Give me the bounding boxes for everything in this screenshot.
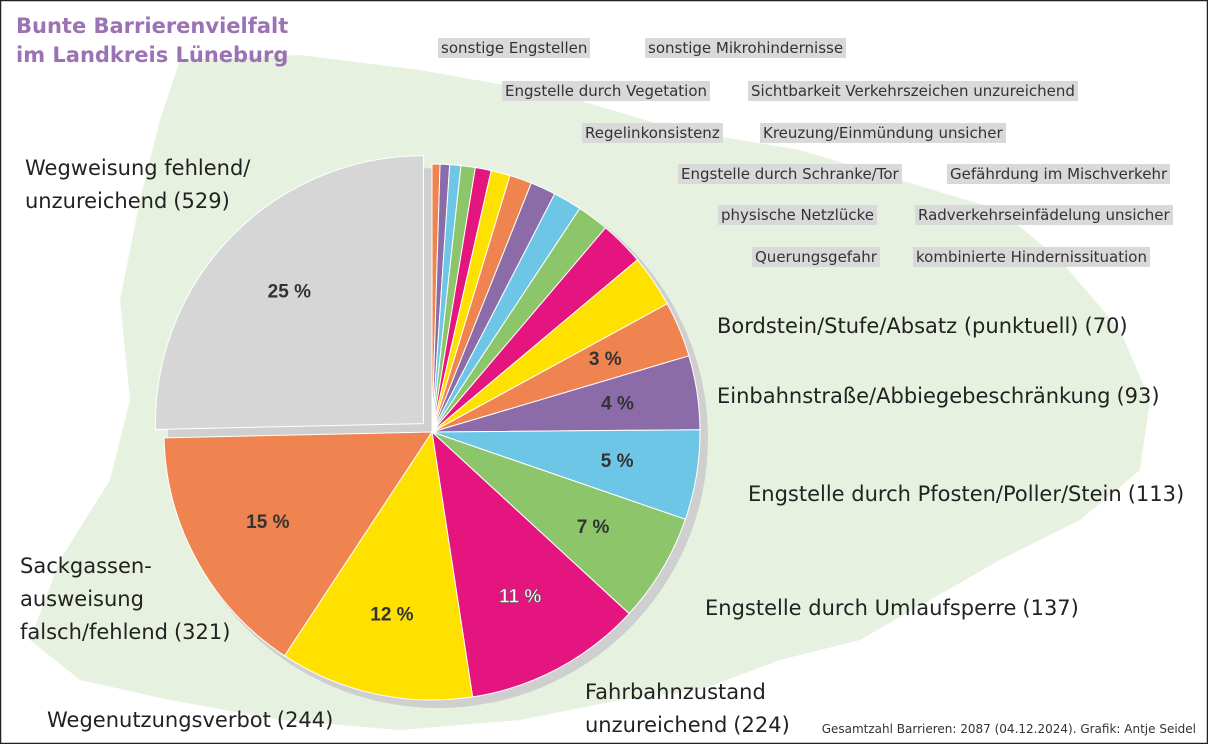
- percent-label: 7 %: [577, 517, 610, 538]
- value-label: (93): [1116, 384, 1160, 408]
- percent-label: 15 %: [246, 512, 289, 533]
- value-label: (224): [733, 713, 790, 737]
- percent-label: 12 %: [370, 604, 413, 625]
- category-label-group: Wegenutzungsverbot (244): [47, 704, 333, 737]
- category-label: Engstelle durch Pfosten/Poller/Stein: [748, 482, 1122, 506]
- category-label: physische Netzlücke: [718, 205, 877, 225]
- category-label: Wegenutzungsverbot: [47, 708, 271, 732]
- value-label: (70): [1084, 314, 1128, 338]
- chart-title: Bunte Barrierenvielfalt im Landkreis Lün…: [16, 14, 289, 67]
- category-label: Radverkehrseinfädelung unsicher: [915, 205, 1173, 225]
- percent-label: 5 %: [601, 451, 634, 472]
- category-label-group: Engstelle durch Pfosten/Poller/Stein (113…: [748, 478, 1184, 511]
- category-label: Gefährdung im Mischverkehr: [947, 164, 1171, 184]
- category-label-group: Bordstein/Stufe/Absatz (punktuell) (70): [717, 310, 1128, 343]
- percent-label: 25 %: [268, 281, 311, 302]
- value-label: (137): [1022, 596, 1079, 620]
- value-label: (529): [173, 189, 230, 213]
- category-label: Engstelle durch Schranke/Tor: [678, 164, 902, 184]
- category-label: sonstige Engstellen: [438, 38, 591, 58]
- value-label: (113): [1127, 482, 1185, 506]
- category-label: Fahrbahnzustand unzureichend: [585, 680, 766, 737]
- category-label-group: Sackgassen- ausweisung falsch/fehlend (32…: [20, 550, 230, 649]
- category-label: Engstelle durch Umlaufsperre: [705, 596, 1017, 620]
- pie-slice: [154, 155, 424, 430]
- category-label: Bordstein/Stufe/Absatz (punktuell): [717, 314, 1079, 338]
- category-label-group: Engstelle durch Umlaufsperre (137): [705, 592, 1079, 625]
- category-label: Sackgassen- ausweisung falsch/fehlend: [20, 554, 168, 644]
- category-label-group: Wegweisung fehlend/ unzureichend (529): [25, 152, 250, 218]
- category-label: Einbahnstraße/Abbiegebeschränkung: [717, 384, 1111, 408]
- category-label-group: Einbahnstraße/Abbiegebeschränkung (93): [717, 380, 1160, 413]
- category-label: Wegweisung fehlend/ unzureichend: [25, 156, 251, 213]
- pie-slice: [163, 431, 433, 657]
- value-label: (244): [276, 708, 334, 732]
- value-label: (321): [173, 620, 231, 644]
- category-label: Querungsgefahr: [752, 247, 880, 267]
- pie-slice: [431, 430, 630, 698]
- footnote: Gesamtzahl Barrieren: 2087 (04.12.2024).…: [821, 722, 1196, 736]
- category-label: Regelinkonsistenz: [582, 123, 723, 143]
- pie-slice: [431, 431, 687, 615]
- percent-label: 3 %: [589, 349, 622, 370]
- category-label: kombinierte Hindernissituation: [913, 247, 1150, 267]
- percent-label: 4 %: [601, 393, 634, 414]
- pie-slice: [283, 430, 474, 701]
- percent-label: 11 %: [499, 587, 541, 608]
- category-label: Sichtbarkeit Verkehrszeichen unzureichen…: [748, 81, 1078, 101]
- category-label: Engstelle durch Vegetation: [502, 81, 711, 101]
- category-label: sonstige Mikrohindernisse: [645, 38, 847, 58]
- category-label-group: Fahrbahnzustand unzureichend (224): [585, 676, 790, 742]
- category-label: Kreuzung/Einmündung unsicher: [760, 123, 1006, 143]
